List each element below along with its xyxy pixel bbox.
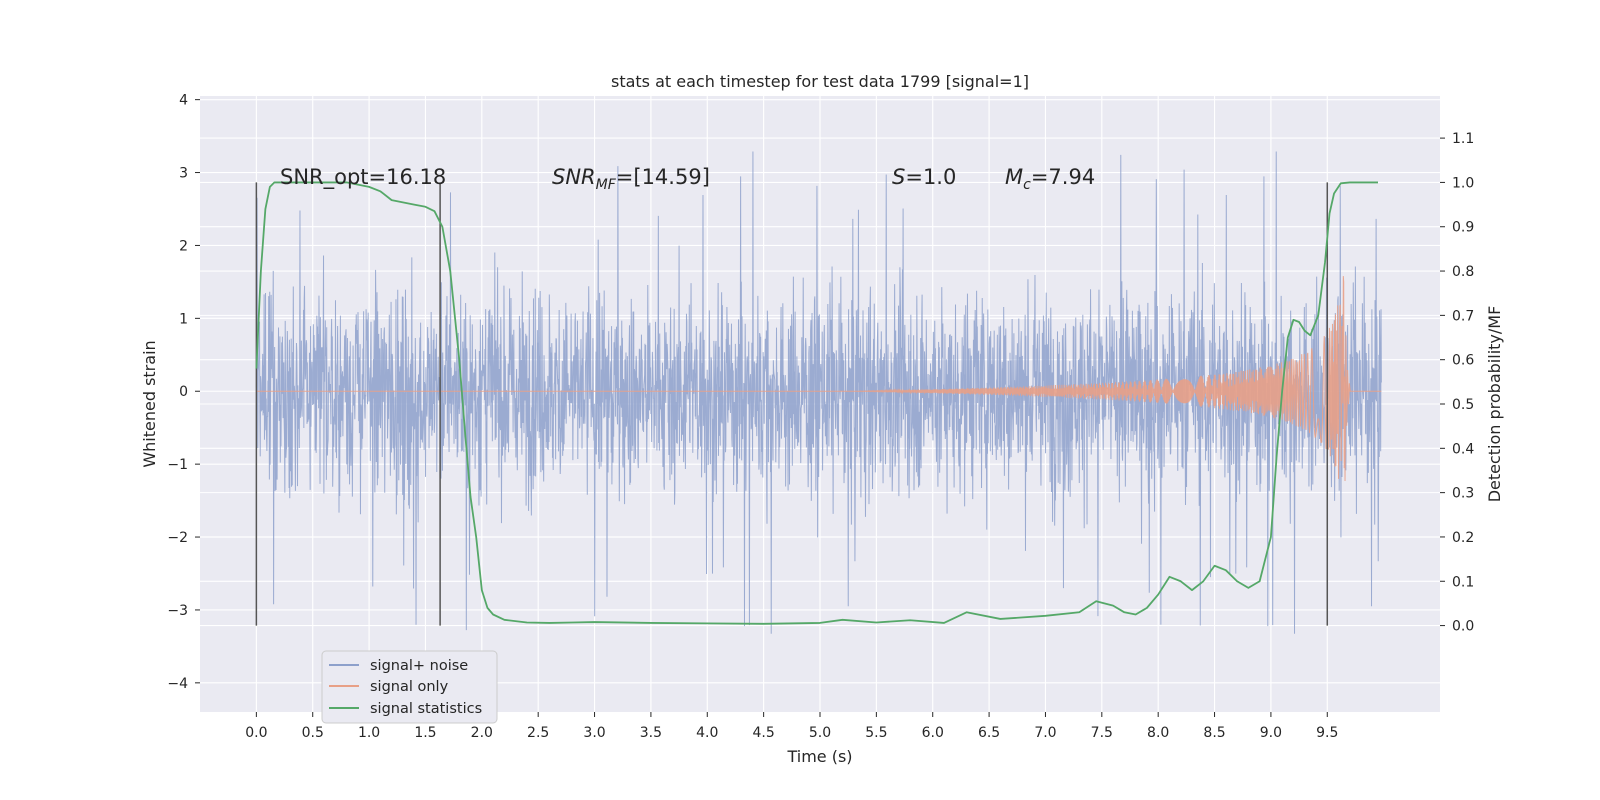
x-tick-label: 5.5 (865, 725, 887, 741)
y-tick-label: 0 (179, 384, 188, 400)
y2-tick-label: 0.4 (1452, 441, 1474, 457)
x-tick-label: 9.0 (1260, 725, 1282, 741)
x-tick-label: 6.5 (978, 725, 1000, 741)
x-tick-label: 2.5 (527, 725, 549, 741)
y-tick-label: −4 (167, 676, 188, 692)
chart-title: stats at each timestep for test data 179… (611, 72, 1029, 91)
x-tick-label: 4.0 (696, 725, 718, 741)
signal-statistics-line (255, 181, 1378, 625)
y2-tick-label: 0.6 (1452, 353, 1474, 369)
x-tick-label: 3.0 (583, 725, 605, 741)
y2-tick-label: 0.7 (1452, 308, 1474, 324)
annotation-mc-subscript: c (1023, 177, 1031, 193)
y-tick-label: 4 (179, 93, 188, 109)
y2-tick-label: 0.9 (1452, 220, 1474, 236)
series-signal-plus-noise (255, 151, 1382, 634)
y2-tick-label: 0.1 (1452, 574, 1474, 590)
y2-tick-label: 0.5 (1452, 397, 1474, 413)
annotation-snr-opt: SNR_opt=16.18 (280, 165, 446, 190)
series-signal-statistics (255, 181, 1378, 625)
y2-axis-label: Detection probability/MF (1485, 306, 1504, 503)
x-tick-label: 7.0 (1034, 725, 1056, 741)
y-tick-label: −1 (167, 457, 188, 473)
y-tick-label: −3 (167, 603, 188, 619)
y-tick-label: −2 (167, 530, 188, 546)
y2-tick-label: 1.1 (1452, 131, 1474, 147)
y-tick-label: 3 (179, 166, 188, 182)
y2-tick-label: 0.8 (1452, 264, 1474, 280)
y2-axis-ticks: 1.1 1.0 0.9 0.8 0.7 0.6 0.5 0.4 0.3 0.2 0.1 0.0 (1440, 131, 1474, 635)
annotation-s-symbol: S (892, 165, 905, 189)
x-tick-label: 9.5 (1316, 725, 1338, 741)
x-axis-ticks: 0.0 0.5 1.0 1.5 2.0 2.5 3.0 3.5 4.0 4.5 5.0 5.5 6.0 6… (245, 712, 1338, 741)
x-tick-label: 4.5 (753, 725, 775, 741)
vertical-markers (255, 182, 1329, 626)
y2-tick-label: 0.0 (1452, 619, 1474, 635)
x-tick-label: 5.0 (809, 725, 831, 741)
y-axis-label: Whitened strain (140, 340, 159, 467)
annotation-mc-symbol: M (1005, 165, 1023, 189)
y-axis-ticks: 4 3 2 1 0 −1 −2 −3 −4 (167, 93, 200, 692)
annotation-mc-value: =7.94 (1031, 165, 1095, 189)
y2-tick-label: 0.2 (1452, 530, 1474, 546)
x-tick-label: 0.5 (302, 725, 324, 741)
x-axis-label: Time (s) (786, 747, 852, 766)
x-tick-label: 0.0 (245, 725, 267, 741)
legend-label-signal-only: signal only (370, 679, 449, 695)
legend: signal+ noise signal only signal statist… (321, 650, 498, 724)
annotation-snr-mf-symbol: SNR (552, 165, 596, 189)
annotation-snr-mf: SNRMF=[14.59] (552, 165, 710, 193)
x-tick-label: 1.0 (358, 725, 380, 741)
annotation-s-value: =1.0 (905, 165, 956, 189)
annotation-s: S=1.0 (892, 165, 956, 189)
y2-tick-label: 1.0 (1452, 175, 1474, 191)
y-tick-label: 2 (179, 238, 188, 254)
y2-tick-label: 0.3 (1452, 486, 1474, 502)
annotation-snr-mf-subscript: MF (596, 177, 617, 193)
x-tick-label: 8.5 (1203, 725, 1225, 741)
x-tick-label: 6.0 (922, 725, 944, 741)
legend-label-signal-statistics: signal statistics (370, 701, 482, 717)
y-tick-label: 1 (179, 311, 188, 327)
x-tick-label: 1.5 (414, 725, 436, 741)
series-signal-only (256, 276, 1382, 481)
legend-label-signal-plus-noise: signal+ noise (370, 658, 468, 674)
x-tick-label: 7.5 (1091, 725, 1113, 741)
x-tick-label: 2.0 (471, 725, 493, 741)
signal-only-line (256, 276, 1382, 481)
legend-box (321, 650, 498, 724)
signal-plus-noise-line (255, 151, 1382, 634)
x-tick-label: 8.0 (1147, 725, 1169, 741)
annotation-snr-mf-value: =[14.59] (616, 165, 710, 189)
annotation-mc: Mc=7.94 (1005, 165, 1095, 193)
x-tick-label: 3.5 (640, 725, 662, 741)
